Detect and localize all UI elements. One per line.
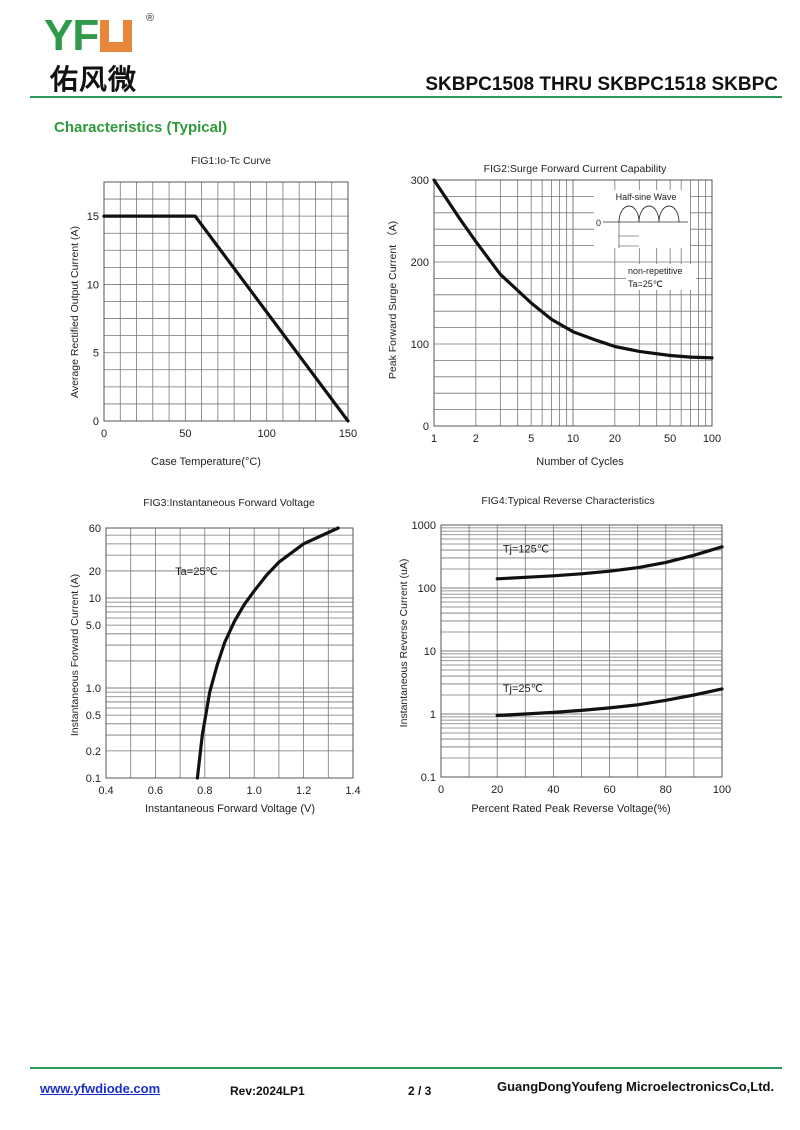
x-tick-label: 0 — [438, 784, 444, 796]
y-tick-label: 1000 — [412, 520, 436, 532]
y-tick-label: 20 — [89, 566, 101, 578]
curve-annotation: Tj=25℃ — [503, 683, 543, 695]
y-tick-label: 0.1 — [86, 773, 101, 785]
x-tick-label: 0.4 — [98, 785, 113, 797]
y-tick-label: 300 — [411, 175, 429, 187]
series-line-0 — [195, 526, 340, 780]
y-tick-label: 5.0 — [86, 620, 101, 632]
x-axis-label: Number of Cycles — [536, 456, 624, 468]
curve-annotation: Ta=25℃ — [175, 566, 218, 578]
section-title: Characteristics (Typical) — [54, 119, 228, 136]
y-tick-label: 10 — [424, 646, 436, 658]
chart-title: FIG4:Typical Reverse Characteristics — [481, 495, 654, 507]
x-tick-label: 0.6 — [148, 785, 163, 797]
footer-divider — [30, 1067, 782, 1069]
x-axis-label: Percent Rated Peak Reverse Voltage(%) — [471, 803, 670, 815]
chart-title: FIG2:Surge Forward Current Capability — [484, 163, 667, 175]
plot-frame — [105, 527, 354, 779]
half-sine-wave-icon — [618, 205, 680, 223]
series-line-0 — [102, 214, 350, 423]
plot-frame — [103, 181, 349, 422]
page-number: 2 / 3 — [408, 1084, 432, 1098]
y-tick-label: 200 — [411, 257, 429, 269]
x-tick-label: 1.4 — [345, 785, 360, 797]
chart-title: FIG1:Io-Tc Curve — [191, 155, 271, 167]
series-line-0 — [432, 178, 714, 360]
curve-annotation: Tj=125℃ — [503, 544, 549, 556]
x-tick-label: 150 — [339, 428, 357, 440]
y-tick-label: 100 — [418, 583, 436, 595]
y-tick-label: 0.1 — [421, 772, 436, 784]
x-tick-label: 20 — [491, 784, 503, 796]
inset-zero-label: 0 — [596, 218, 601, 228]
x-axis-label: Case Temperature(°C) — [151, 456, 261, 468]
x-tick-label: 1.2 — [296, 785, 311, 797]
x-tick-label: 80 — [660, 784, 672, 796]
x-tick-label: 50 — [179, 428, 191, 440]
plot-frame — [433, 179, 713, 427]
company-name: GuangDongYoufeng MicroelectronicsCo,Ltd. — [497, 1079, 775, 1094]
y-tick-label: 10 — [87, 279, 99, 291]
y-axis-label: Average Rectified Output Current (A) — [69, 226, 81, 398]
registered-mark: ® — [146, 12, 155, 24]
y-tick-label: 1.0 — [86, 683, 101, 695]
y-tick-label: 5 — [93, 348, 99, 360]
x-tick-label: 2 — [473, 433, 479, 445]
x-tick-label: 0.8 — [197, 785, 212, 797]
y-tick-label: 100 — [411, 339, 429, 351]
inset-note-background — [626, 264, 696, 290]
x-axis-label: Instantaneous Forward Voltage (V) — [145, 803, 315, 815]
inset-note: Ta=25℃ — [628, 279, 663, 289]
x-tick-label: 0 — [101, 428, 107, 440]
inset-background — [594, 190, 690, 248]
logo: YF — [44, 14, 133, 58]
x-tick-label: 1.0 — [247, 785, 262, 797]
y-tick-label: 1 — [430, 709, 436, 721]
x-tick-label: 5 — [528, 433, 534, 445]
y-tick-label: 60 — [89, 523, 101, 535]
y-tick-label: 0.5 — [86, 710, 101, 722]
y-tick-label: 10 — [89, 593, 101, 605]
x-tick-label: 100 — [713, 784, 731, 796]
series-line-0 — [495, 545, 724, 581]
chart-title: FIG3:Instantaneous Forward Voltage — [143, 497, 315, 509]
y-tick-label: 0.2 — [86, 746, 101, 758]
y-tick-label: 0 — [423, 421, 429, 433]
y-axis-label: Instantaneous Reverse Current (uA) — [398, 559, 410, 728]
x-tick-label: 100 — [257, 428, 275, 440]
x-tick-label: 1 — [431, 433, 437, 445]
revision: Rev:2024LP1 — [230, 1084, 305, 1098]
x-tick-label: 20 — [609, 433, 621, 445]
logo-chinese-name: 佑风微 — [50, 63, 138, 96]
series-line-1 — [495, 687, 724, 717]
header-divider — [30, 96, 782, 98]
y-axis-label: Instantaneous Forward Current (A) — [69, 574, 81, 736]
y-tick-label: 0 — [93, 416, 99, 428]
inset-note: non-repetitive — [628, 266, 683, 276]
x-tick-label: 100 — [703, 433, 721, 445]
y-axis-label: Peak Forward Surge Current （A) — [387, 221, 399, 379]
x-tick-label: 40 — [547, 784, 559, 796]
x-tick-label: 60 — [603, 784, 615, 796]
website-link[interactable]: www.yfwdiode.com — [40, 1081, 161, 1096]
plot-frame — [440, 524, 723, 778]
document-title: SKBPC1508 THRU SKBPC1518 SKBPC — [425, 74, 778, 95]
x-tick-label: 10 — [567, 433, 579, 445]
inset-title: Half-sine Wave — [616, 192, 677, 202]
y-tick-label: 15 — [87, 211, 99, 223]
x-tick-label: 50 — [664, 433, 676, 445]
